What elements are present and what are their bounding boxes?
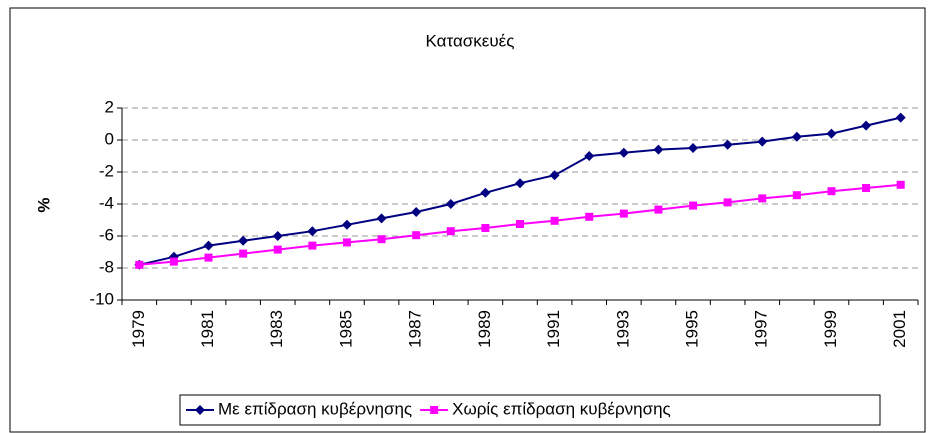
legend-label: Χωρίς επίδραση κυβέρνησης [452,399,671,418]
marker [619,209,628,218]
chart-title: Κατασκευές [426,31,515,50]
marker [688,143,699,153]
x-tick-label: 1981 [198,310,217,348]
marker [135,260,144,269]
marker [412,231,421,240]
marker [515,178,525,189]
x-tick-label: 1997 [752,310,771,348]
legend-box [179,394,881,426]
marker [757,136,768,147]
marker [722,139,733,150]
marker [861,120,872,131]
marker [445,199,456,209]
marker [654,205,663,214]
marker [342,238,351,247]
x-tick-label: 1995 [683,310,702,348]
marker [239,249,248,258]
marker [341,219,352,230]
marker [791,131,802,142]
marker [895,112,906,123]
x-tick-label: 1983 [267,310,286,348]
y-tick-label: -10 [89,289,114,308]
y-tick-label: -8 [99,257,114,276]
y-tick-label: -6 [99,225,114,244]
marker [307,226,318,237]
marker [827,187,836,196]
x-tick-label: 2001 [890,310,909,348]
marker [481,224,490,232]
marker [584,151,595,161]
marker [758,194,767,203]
marker [238,235,249,246]
marker [273,245,282,254]
x-tick-label: 1985 [336,310,355,348]
x-tick-label: 1993 [613,310,632,348]
marker [585,212,594,221]
marker [549,170,560,181]
marker [169,257,178,266]
y-tick-label: 0 [105,129,114,148]
marker [550,216,559,225]
marker [792,191,801,200]
legend-marker [430,406,439,414]
x-tick-label: 1979 [129,310,148,348]
marker [411,207,422,217]
legend-label: Με επίδραση κυβέρνησης [218,399,412,418]
chart-frame [9,7,926,433]
marker [618,147,629,158]
y-axis-label: % [34,197,53,212]
marker [689,201,698,210]
marker [203,240,214,251]
marker [896,180,905,189]
marker [308,241,317,250]
y-tick-label: -2 [99,161,114,180]
x-tick-label: 1989 [475,310,494,348]
marker [272,231,283,241]
x-tick-label: 1991 [544,310,563,348]
marker [516,220,524,228]
marker [480,187,491,198]
marker [653,144,664,155]
marker [826,128,837,139]
marker [723,198,732,207]
marker [446,227,455,236]
marker [376,213,387,224]
y-tick-label: -4 [99,193,114,212]
marker [377,235,386,244]
x-tick-label: 1987 [406,310,425,348]
marker [204,253,213,262]
legend-marker [195,405,205,415]
x-tick-label: 1999 [821,310,840,348]
marker [862,184,871,192]
y-tick-label: 2 [105,97,114,116]
